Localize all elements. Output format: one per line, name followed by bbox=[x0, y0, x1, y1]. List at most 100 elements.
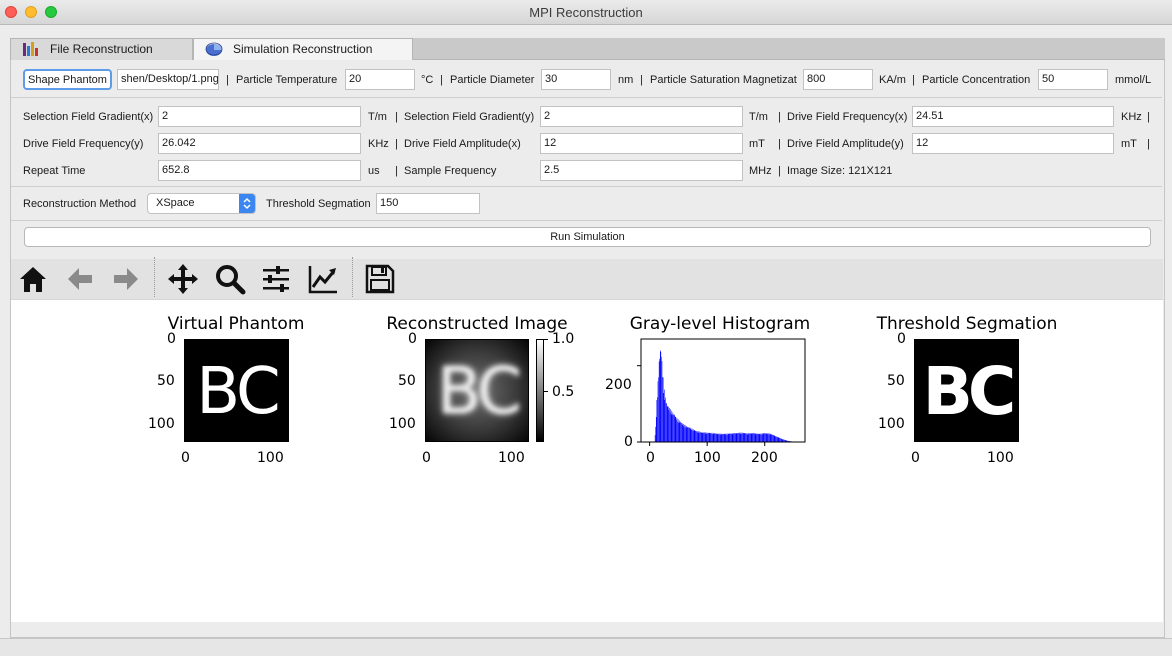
histogram-bar bbox=[728, 434, 730, 442]
repeat-time-field[interactable]: 652.8 bbox=[158, 160, 361, 181]
histogram-bar bbox=[760, 433, 762, 442]
histogram-bar bbox=[752, 433, 753, 442]
histogram-bar bbox=[762, 434, 763, 442]
particle-concentration-field[interactable]: 50 bbox=[1038, 69, 1108, 90]
histogram-bar bbox=[706, 433, 707, 442]
histogram-bar bbox=[703, 432, 704, 442]
drive-amplitude-x-label: Drive Field Amplitude(x) bbox=[404, 138, 521, 150]
histogram-bar bbox=[678, 422, 679, 442]
particle-diameter-field[interactable]: 30 bbox=[541, 69, 611, 90]
drive-frequency-y-field[interactable]: 26.042 bbox=[158, 133, 361, 154]
histogram-bar bbox=[692, 430, 693, 442]
histogram-bar bbox=[779, 437, 780, 442]
drive-frequency-x-field[interactable]: 24.51 bbox=[912, 106, 1114, 127]
histogram-bar bbox=[749, 433, 750, 442]
saturation-magnetization-field[interactable]: 800 bbox=[803, 69, 873, 90]
histogram-bar bbox=[781, 438, 783, 442]
histogram-bar bbox=[786, 440, 788, 442]
histogram-bar bbox=[754, 433, 755, 442]
home-icon[interactable] bbox=[17, 263, 49, 295]
run-simulation-button[interactable]: Run Simulation bbox=[24, 227, 1151, 247]
figure-canvas[interactable]: Virtual Phantom BC 0 50 100 0 100 Recons… bbox=[11, 300, 1163, 622]
histogram-bar bbox=[784, 439, 785, 442]
histogram-bar bbox=[765, 433, 767, 442]
particle-diameter-label: Particle Diameter bbox=[450, 74, 535, 86]
recon-ytick: 50 bbox=[398, 373, 416, 389]
histogram-bar bbox=[696, 430, 698, 442]
histogram-bar bbox=[759, 433, 761, 442]
histogram-bar bbox=[729, 433, 731, 442]
separator-text: | bbox=[778, 138, 781, 150]
phantom-file-path-field[interactable]: shen/Desktop/1.png bbox=[117, 69, 219, 90]
shape-phantom-button[interactable]: Shape Phantom bbox=[23, 69, 112, 90]
drive-amplitude-y-field[interactable]: 12 bbox=[912, 133, 1114, 154]
histogram-bar bbox=[698, 432, 700, 442]
separator-text: | bbox=[395, 165, 398, 177]
histogram-bar bbox=[713, 434, 715, 442]
forward-arrow-icon[interactable] bbox=[110, 263, 142, 295]
threshold-plot-title: Threshold Segmation bbox=[876, 314, 1058, 334]
configure-subplots-icon[interactable] bbox=[260, 263, 292, 295]
histogram-chart bbox=[637, 338, 806, 446]
histogram-bar bbox=[771, 434, 772, 442]
tab-file-reconstruction[interactable]: File Reconstruction bbox=[10, 38, 193, 60]
colorbar-tick-mark bbox=[544, 339, 548, 340]
histogram-bar bbox=[756, 434, 757, 442]
plot-toolbar bbox=[11, 259, 1163, 300]
phantom-xtick: 100 bbox=[257, 450, 284, 466]
histogram-bar bbox=[733, 433, 734, 442]
toolbar-separator bbox=[154, 257, 155, 297]
histogram-bar bbox=[670, 414, 672, 442]
histogram-bar bbox=[720, 433, 721, 442]
histogram-bar bbox=[670, 409, 671, 442]
histogram-bar bbox=[715, 433, 717, 442]
histogram-bar bbox=[744, 433, 745, 442]
drive-amplitude-x-field[interactable]: 12 bbox=[540, 133, 743, 154]
histogram-bar bbox=[738, 433, 740, 442]
histogram-bar bbox=[668, 406, 669, 442]
sample-frequency-field[interactable]: 2.5 bbox=[540, 160, 743, 181]
histogram-xtick: 0 bbox=[646, 450, 655, 466]
threshold-ytick: 50 bbox=[887, 373, 905, 389]
histogram-bar bbox=[719, 433, 720, 442]
histogram-bar bbox=[685, 427, 687, 442]
phantom-plot-title: Virtual Phantom bbox=[167, 314, 305, 334]
histogram-bar bbox=[717, 434, 719, 442]
histogram-bar bbox=[699, 431, 700, 442]
close-window-button[interactable] bbox=[5, 6, 17, 18]
histogram-bar bbox=[727, 434, 728, 442]
histogram-bar bbox=[761, 434, 762, 442]
selection-gradient-y-field[interactable]: 2 bbox=[540, 106, 743, 127]
histogram-bar bbox=[685, 425, 686, 442]
histogram-bar bbox=[773, 435, 775, 442]
pie-chart-icon bbox=[205, 42, 223, 56]
selection-gradient-x-field[interactable]: 2 bbox=[158, 106, 361, 127]
reconstruction-method-select[interactable]: XSpace bbox=[147, 193, 256, 214]
histogram-bar bbox=[735, 432, 736, 442]
histogram-bar bbox=[679, 422, 681, 442]
histogram-bar bbox=[665, 397, 666, 442]
histogram-bar bbox=[730, 433, 732, 442]
threshold-field[interactable]: 150 bbox=[376, 193, 480, 214]
histogram-bar bbox=[699, 432, 701, 442]
histogram-bar bbox=[654, 435, 656, 442]
save-icon[interactable] bbox=[364, 263, 396, 295]
zoom-window-button[interactable] bbox=[45, 6, 57, 18]
histogram-bar bbox=[662, 377, 663, 442]
pan-icon[interactable] bbox=[167, 263, 199, 295]
selection-gradient-y-label: Selection Field Gradient(y) bbox=[404, 111, 535, 123]
selection-gradient-x-label: Selection Field Gradient(x) bbox=[23, 111, 154, 123]
edit-axis-icon[interactable] bbox=[307, 263, 339, 295]
histogram-bar bbox=[655, 417, 657, 442]
histogram-bar bbox=[736, 433, 738, 442]
histogram-bar bbox=[677, 421, 678, 442]
histogram-bar bbox=[658, 361, 660, 442]
tab-simulation-reconstruction[interactable]: Simulation Reconstruction bbox=[193, 38, 413, 60]
back-arrow-icon[interactable] bbox=[64, 263, 96, 295]
minimize-window-button[interactable] bbox=[25, 6, 37, 18]
zoom-icon[interactable] bbox=[214, 263, 246, 295]
histogram-bar bbox=[735, 433, 737, 442]
histogram-bar bbox=[664, 389, 665, 442]
particle-temperature-field[interactable]: 20 bbox=[345, 69, 415, 90]
tab-bar-background bbox=[413, 38, 1165, 60]
